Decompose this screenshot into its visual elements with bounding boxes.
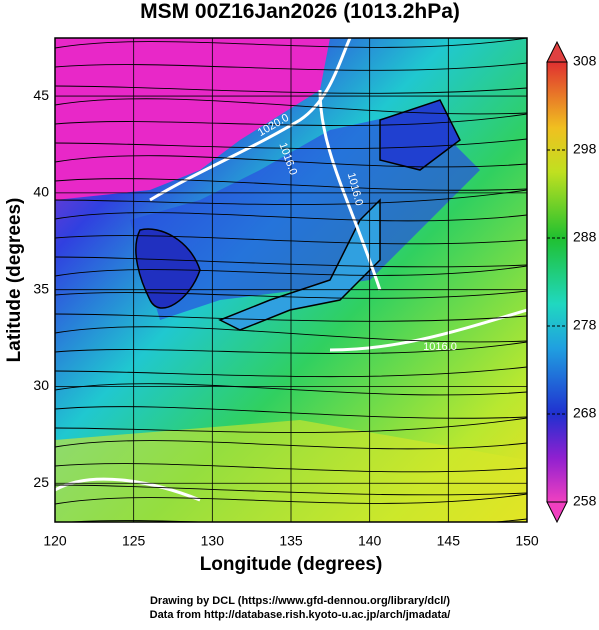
streamline [55, 265, 527, 277]
credit: Drawing by DCL (https://www.gfd-dennou.o… [150, 595, 450, 607]
streamline [55, 326, 527, 343]
y-axis-label: Latitude (degrees) [4, 198, 25, 363]
credit: Data from http://database.rish.kyoto-u.a… [150, 609, 451, 621]
streamline [55, 417, 527, 433]
x-tick-label: 120 [43, 533, 67, 549]
x-tick-label: 130 [201, 533, 225, 549]
y-tick-label: 40 [33, 184, 49, 200]
streamline [55, 313, 527, 322]
colorbar-tick-label: 288 [573, 229, 597, 245]
streamline [55, 235, 527, 245]
y-tick-label: 25 [33, 474, 49, 490]
x-tick-label: 140 [358, 533, 382, 549]
x-tick-label: 150 [515, 533, 539, 549]
streamline [55, 256, 527, 268]
colorbar-tick-label: 308 [573, 53, 597, 69]
streamline [62, 518, 527, 522]
streamline [55, 189, 527, 205]
streamline [55, 463, 527, 473]
streamline [55, 212, 527, 222]
streamline [55, 406, 527, 419]
streamline [55, 155, 527, 168]
streamline [55, 493, 527, 505]
streamline [55, 138, 527, 150]
streamline [55, 366, 527, 378]
streamline [55, 341, 527, 354]
x-tick-label: 145 [437, 533, 461, 549]
colorbar-min [546, 501, 568, 524]
streamline [55, 113, 527, 126]
streamline [55, 62, 527, 71]
y-tick-label: 30 [33, 377, 49, 393]
streamline [55, 440, 527, 450]
colorbar-tick-label: 258 [573, 493, 597, 509]
x-tick-label: 135 [279, 533, 303, 549]
streamline [55, 383, 527, 396]
colorbar-tick-label: 268 [573, 405, 597, 421]
streamline [55, 85, 527, 94]
y-tick-label: 45 [33, 87, 49, 103]
streamline [55, 484, 527, 496]
colorbar-tick-label: 278 [573, 317, 597, 333]
streamline [55, 98, 527, 115]
y-tick-label: 35 [33, 280, 49, 296]
colorbar-tick-label: 298 [573, 141, 597, 157]
colorbar-max [546, 40, 568, 63]
contour-label: 1016.0 [423, 341, 457, 353]
streamline [55, 290, 527, 299]
colorbar [546, 61, 568, 503]
streamline [55, 178, 527, 191]
title: MSM 00Z16Jan2026 (1013.2hPa) [140, 0, 460, 23]
x-axis-label: Longitude (degrees) [200, 554, 383, 575]
streamline [55, 38, 527, 49]
x-tick-label: 125 [122, 533, 146, 549]
